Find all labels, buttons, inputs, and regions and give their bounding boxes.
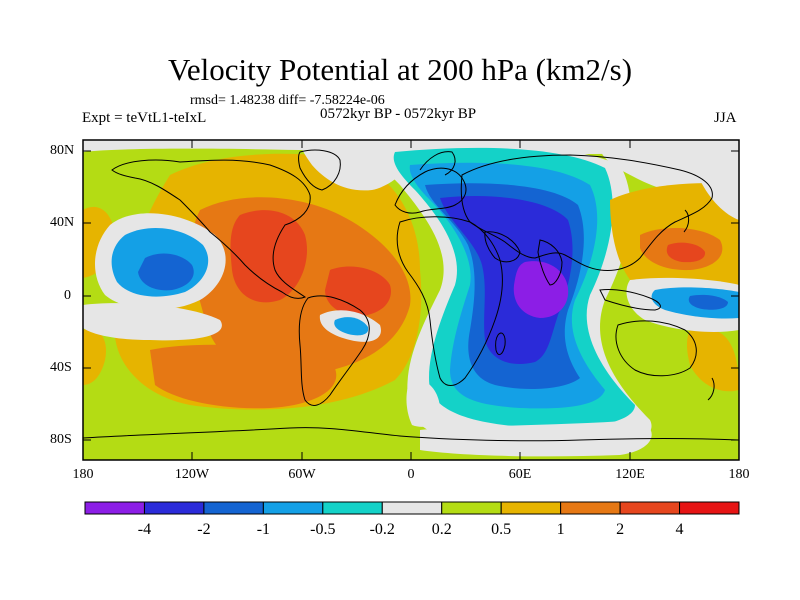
colorbar-label-4: -0.2 [369,521,395,538]
lon-label-60e: 60E [508,467,532,482]
lat-label-0: 0 [64,288,71,303]
coast-scandinavia [419,151,456,176]
coast-asia [460,154,713,271]
coast-new-zealand [707,377,715,401]
field-orange-southwest [150,344,337,409]
field-neutral-ne-edge [700,180,739,220]
colorbar-swatch-10 [679,501,740,515]
coast-south-america [298,295,370,406]
experiment-label: Expt = teVtL1-teIxL [82,110,207,126]
lon-label-0: 0 [407,467,415,482]
period-label: 0572kyr BP - 0572kyr BP [320,106,477,122]
colorbar-label-6: 0.5 [491,521,512,538]
coastlines [83,149,739,442]
coast-north-america [111,159,311,299]
field-orange-sepac [687,328,739,392]
field-neg-satlantic [334,317,369,336]
field-neg-east-core [513,261,569,318]
colorbar-swatch-2 [203,501,264,515]
colorbar-label-0: -4 [137,521,152,538]
lon-label-120e: 120E [615,467,645,482]
colorbar-label-1: -2 [197,521,211,538]
season-label: JJA [714,110,737,126]
field-neutral-equator-west [83,303,222,341]
coast-greenland [298,149,341,191]
colorbar-label-3: -0.5 [310,521,336,538]
colorbar-swatch-9 [619,501,681,515]
lon-label-180e: 180 [728,467,750,482]
coast-arabia [484,231,521,263]
coast-india [537,239,563,286]
lat-label-80n: 80N [50,143,75,158]
field-neg-east-darkblue [440,196,573,364]
colorbar-swatch-5 [381,501,443,515]
colorbar-label-5: 0.2 [431,521,452,538]
field-red-west-a [230,210,308,303]
colorbar-label-7: 1 [556,521,565,538]
lon-label-60w: 60W [288,467,316,482]
lat-label-40s: 40S [50,360,72,375]
contour-field [83,140,739,460]
colorbar-swatch-8 [560,501,621,515]
lat-label-80s: 80S [50,432,72,447]
field-neg-pacific-core [138,253,194,291]
field-neutral-south-east [420,420,652,457]
stats-label: rmsd= 1.48238 diff= -7.58224e-06 [190,93,385,108]
coast-australia [615,320,697,377]
coast-indonesia [599,289,661,311]
lon-label-180w: 180 [72,467,94,482]
colorbar-swatch-6 [441,501,502,515]
colorbar-swatch-7 [500,501,562,515]
lon-label-120w: 120W [174,467,210,482]
colorbar-label-8: 2 [616,521,625,538]
field-red-west-b [325,266,391,316]
coast-antarctica [83,427,739,442]
colorbar-label-2: -1 [256,521,271,538]
colorbar [84,501,740,515]
lat-ticks [83,150,739,441]
lat-label-40n: 40N [50,215,75,230]
colorbar-swatch-4 [322,501,383,515]
field-red-eastpac [666,242,706,263]
lon-ticks [82,140,740,460]
field-neutral-sw-indian [406,379,440,427]
map-title: Velocity Potential at 200 hPa (km2/s) [167,52,633,87]
field-neg-wpac-core [688,294,728,310]
colorbar-label-9: 4 [675,521,684,538]
coast-japan [683,209,690,233]
colorbar-swatch-1 [143,501,205,515]
coast-europe [394,167,467,214]
coast-madagascar [495,332,506,356]
field-orange-edge-s [83,328,106,385]
colorbar-swatch-3 [262,501,324,515]
colorbar-swatch-0 [84,501,145,515]
